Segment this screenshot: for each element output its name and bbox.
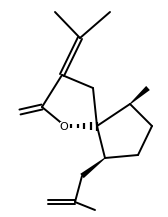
Text: O: O — [60, 122, 68, 132]
Polygon shape — [80, 158, 105, 178]
Polygon shape — [130, 86, 150, 104]
